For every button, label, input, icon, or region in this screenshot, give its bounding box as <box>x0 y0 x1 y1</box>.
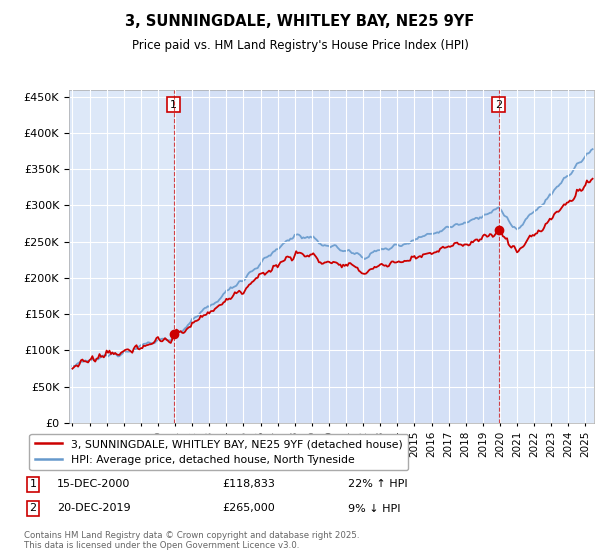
Text: £265,000: £265,000 <box>222 503 275 514</box>
Text: £118,833: £118,833 <box>222 479 275 489</box>
Text: 1: 1 <box>29 479 37 489</box>
Text: 20-DEC-2019: 20-DEC-2019 <box>57 503 131 514</box>
Text: 2: 2 <box>495 100 502 110</box>
Text: 1: 1 <box>170 100 177 110</box>
Text: 9% ↓ HPI: 9% ↓ HPI <box>348 503 401 514</box>
Text: 15-DEC-2000: 15-DEC-2000 <box>57 479 130 489</box>
Legend: 3, SUNNINGDALE, WHITLEY BAY, NE25 9YF (detached house), HPI: Average price, deta: 3, SUNNINGDALE, WHITLEY BAY, NE25 9YF (d… <box>29 434 408 470</box>
Text: 22% ↑ HPI: 22% ↑ HPI <box>348 479 407 489</box>
Text: 2: 2 <box>29 503 37 514</box>
Text: 3, SUNNINGDALE, WHITLEY BAY, NE25 9YF: 3, SUNNINGDALE, WHITLEY BAY, NE25 9YF <box>125 14 475 29</box>
Bar <box>173 90 499 423</box>
Text: Price paid vs. HM Land Registry's House Price Index (HPI): Price paid vs. HM Land Registry's House … <box>131 39 469 52</box>
Text: Contains HM Land Registry data © Crown copyright and database right 2025.
This d: Contains HM Land Registry data © Crown c… <box>24 531 359 550</box>
